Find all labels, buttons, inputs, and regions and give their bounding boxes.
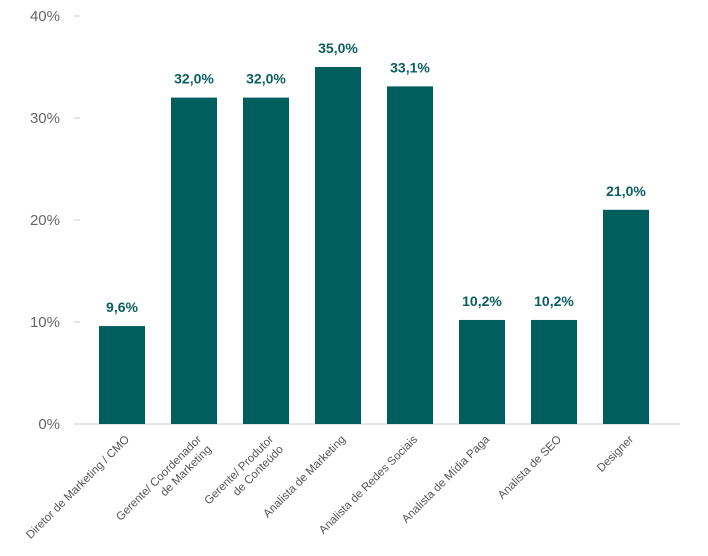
y-tick-label: 40% <box>30 8 60 25</box>
data-label: 10,2% <box>534 293 574 309</box>
bar <box>315 67 361 424</box>
bars <box>99 67 649 424</box>
x-tick-label: Analista de SEO <box>496 434 564 502</box>
bar <box>459 319 505 424</box>
data-label: 32,0% <box>174 71 214 87</box>
x-tick-label: Designer <box>595 434 636 475</box>
y-tick-label: 20% <box>30 212 60 229</box>
y-tick-label: 10% <box>30 314 60 331</box>
data-label: 35,0% <box>318 40 358 56</box>
bar <box>171 97 217 424</box>
bar <box>387 86 433 424</box>
x-tick-label: Gerente/ Coordenadorde Marketing <box>114 434 214 534</box>
data-label: 9,6% <box>106 299 138 315</box>
data-label: 32,0% <box>246 71 286 87</box>
data-label: 33,1% <box>390 59 430 75</box>
bar <box>531 319 577 424</box>
y-tick-label: 30% <box>30 110 60 127</box>
x-tick-label-line: Analista de SEO <box>496 434 564 502</box>
x-tick-label-line: Designer <box>595 434 636 475</box>
x-tick-label: Diretor de Marketing / CMO <box>24 434 132 542</box>
y-tick-label: 0% <box>38 416 60 433</box>
x-tick-label-line: Gerente/ Coordenador <box>114 434 204 524</box>
data-label: 21,0% <box>606 183 646 199</box>
bar <box>99 326 145 424</box>
bar <box>603 209 649 424</box>
data-labels: 9,6% 32,0% 32,0% 35,0% 33,1% 10,2% 10,2% 21,0% <box>106 40 646 315</box>
x-tick-label-line: Diretor de Marketing / CMO <box>24 434 132 542</box>
data-label: 10,2% <box>462 293 502 309</box>
bar <box>243 97 289 424</box>
